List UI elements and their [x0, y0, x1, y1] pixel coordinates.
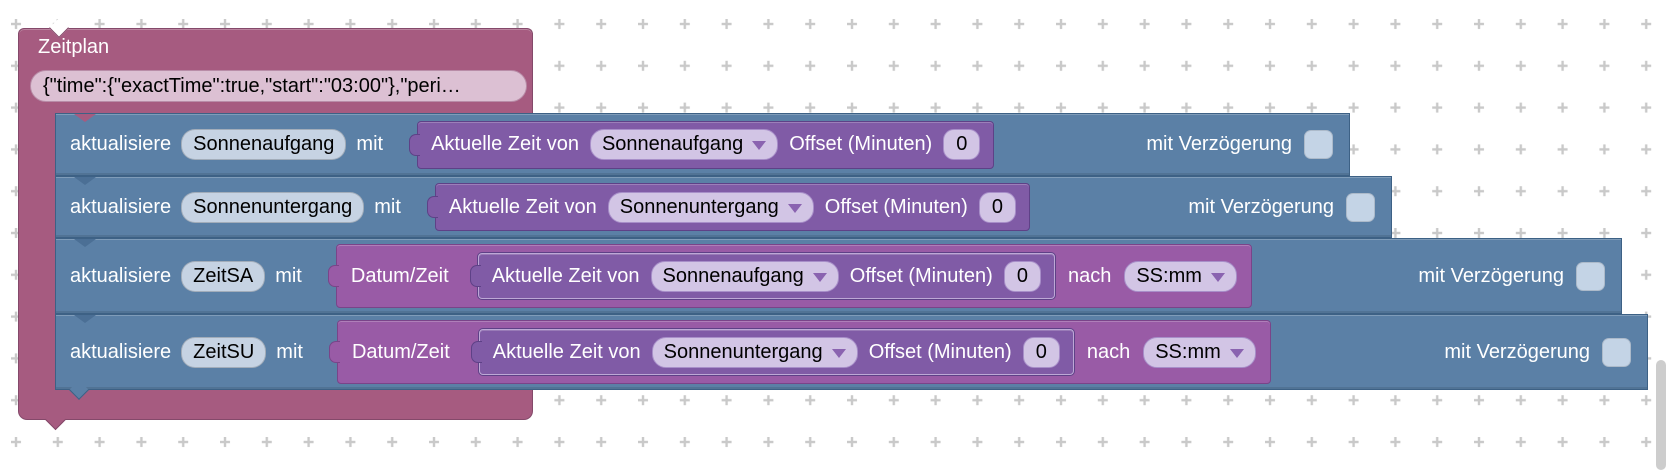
dropdown-arrow-icon [831, 348, 846, 358]
statement-notch [74, 114, 96, 122]
update-block-zeitsu[interactable]: aktualisiere ZeitSU mit Datum/Zeit Aktue… [55, 314, 1648, 390]
statement-notch [74, 315, 96, 323]
offset-field[interactable]: 0 [1022, 336, 1060, 368]
with-label: mit [275, 264, 302, 287]
with-label: mit [276, 340, 303, 363]
astro-value-block[interactable]: Aktuelle Zeit von Sonnenuntergang Offset… [470, 329, 1074, 375]
astro-type-value: Sonnenaufgang [662, 264, 804, 287]
astro-label: Aktuelle Zeit von [491, 264, 640, 287]
schedule-block-bottom-bar[interactable] [18, 390, 533, 420]
dropdown-arrow-icon [812, 272, 827, 282]
datetime-format-block[interactable]: Datum/Zeit Aktuelle Zeit von Sonnenunter… [328, 320, 1271, 384]
oid-field[interactable]: Sonnenuntergang [181, 191, 365, 223]
dropdown-arrow-icon [787, 203, 802, 213]
delay-checkbox[interactable] [1576, 261, 1605, 291]
delay-group: mit Verzögerung [1146, 130, 1333, 159]
statement-notch [74, 177, 96, 185]
offset-field[interactable]: 0 [978, 191, 1016, 223]
connector-tab-icon [470, 341, 482, 363]
cron-rule-field[interactable]: {"time":{"exactTime":true,"start":"03:00… [30, 70, 527, 102]
vertical-scrollbar[interactable] [1656, 360, 1666, 470]
schedule-block-left-bar[interactable] [18, 112, 55, 391]
astro-type-value: Sonnenaufgang [601, 133, 744, 155]
offset-field[interactable]: 0 [1003, 260, 1041, 292]
delay-label: mit Verzögerung [1444, 340, 1590, 363]
delay-group: mit Verzögerung [1444, 337, 1631, 367]
delay-checkbox[interactable] [1304, 130, 1333, 159]
datetime-label: Datum/Zeit [351, 340, 450, 363]
action-label: aktualisiere [70, 133, 172, 155]
offset-label: Offset (Minuten) [849, 264, 993, 287]
statement-notch [74, 239, 96, 247]
schedule-block-label: Zeitplan [38, 36, 110, 58]
connector-tab-icon [328, 341, 340, 363]
delay-group: mit Verzögerung [1188, 192, 1375, 222]
action-label: aktualisiere [70, 264, 172, 287]
with-label: mit [374, 195, 401, 218]
offset-label: Offset (Minuten) [868, 340, 1012, 363]
dropdown-arrow-icon [752, 141, 767, 150]
oid-field[interactable]: ZeitSA [181, 260, 266, 292]
astro-value-block[interactable]: Aktuelle Zeit von Sonnenaufgang Offset (… [409, 120, 995, 169]
oid-field[interactable]: Sonnenaufgang [181, 129, 347, 160]
format-to-label: nach [1086, 340, 1131, 363]
update-block-zeitsa[interactable]: aktualisiere ZeitSA mit Datum/Zeit Aktue… [55, 238, 1622, 314]
format-dropdown[interactable]: SS:mm [1124, 260, 1237, 292]
delay-label: mit Verzögerung [1146, 133, 1292, 155]
astro-type-dropdown[interactable]: Sonnenaufgang [650, 260, 839, 292]
astro-value-block[interactable]: Aktuelle Zeit von Sonnenuntergang Offset… [426, 183, 1030, 231]
astro-type-dropdown[interactable]: Sonnenaufgang [589, 129, 779, 160]
connector-tab-icon [426, 196, 438, 218]
connector-tab-icon [409, 133, 421, 156]
delay-label: mit Verzögerung [1188, 195, 1334, 218]
update-block-sonnenaufgang[interactable]: aktualisiere Sonnenaufgang mit Aktuelle … [55, 113, 1350, 176]
connector-tab-icon [469, 265, 481, 287]
action-label: aktualisiere [70, 195, 172, 218]
delay-checkbox[interactable] [1602, 337, 1631, 367]
delay-label: mit Verzögerung [1418, 264, 1564, 287]
dropdown-arrow-icon [1229, 348, 1244, 358]
offset-label: Offset (Minuten) [824, 195, 968, 218]
datetime-label: Datum/Zeit [350, 264, 449, 287]
oid-field[interactable]: ZeitSU [181, 336, 267, 368]
with-label: mit [356, 133, 384, 155]
datetime-format-block[interactable]: Datum/Zeit Aktuelle Zeit von Sonnenaufga… [327, 244, 1252, 308]
astro-type-dropdown[interactable]: Sonnenuntergang [607, 191, 814, 223]
offset-field[interactable]: 0 [943, 129, 981, 160]
astro-type-dropdown[interactable]: Sonnenuntergang [651, 336, 858, 368]
format-dropdown[interactable]: SS:mm [1143, 336, 1256, 368]
format-value: SS:mm [1155, 340, 1221, 363]
offset-label: Offset (Minuten) [789, 133, 933, 155]
delay-group: mit Verzögerung [1418, 261, 1605, 291]
format-value: SS:mm [1136, 264, 1202, 287]
action-label: aktualisiere [70, 340, 172, 363]
astro-type-value: Sonnenuntergang [663, 340, 823, 363]
astro-type-value: Sonnenuntergang [619, 195, 779, 218]
astro-value-block[interactable]: Aktuelle Zeit von Sonnenaufgang Offset (… [469, 253, 1055, 299]
astro-label: Aktuelle Zeit von [492, 340, 641, 363]
dropdown-arrow-icon [1210, 272, 1225, 282]
astro-label: Aktuelle Zeit von [431, 133, 579, 155]
format-to-label: nach [1067, 264, 1112, 287]
connector-tab-icon [327, 265, 339, 287]
update-block-sonnenuntergang[interactable]: aktualisiere Sonnenuntergang mit Aktuell… [55, 176, 1392, 238]
astro-label: Aktuelle Zeit von [448, 195, 597, 218]
delay-checkbox[interactable] [1346, 192, 1375, 222]
